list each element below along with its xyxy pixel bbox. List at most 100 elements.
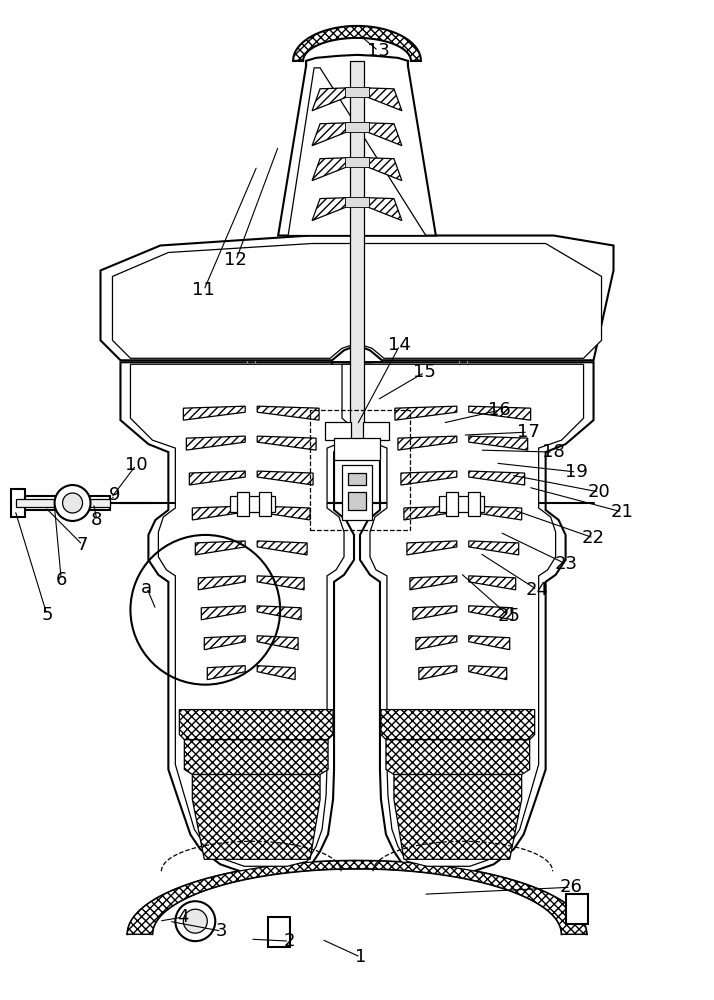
Polygon shape — [312, 88, 350, 111]
Bar — [345, 197, 369, 207]
Bar — [334, 438, 380, 460]
Text: 24: 24 — [526, 581, 549, 599]
Circle shape — [176, 901, 216, 941]
Bar — [345, 87, 369, 97]
Text: 26: 26 — [559, 878, 582, 896]
Polygon shape — [189, 471, 245, 485]
Text: 25: 25 — [497, 607, 521, 625]
Polygon shape — [312, 198, 350, 221]
Bar — [345, 157, 369, 167]
Bar — [230, 496, 275, 512]
Polygon shape — [257, 636, 298, 650]
Polygon shape — [192, 506, 245, 520]
Polygon shape — [469, 636, 510, 650]
Circle shape — [63, 493, 83, 513]
Text: 3: 3 — [216, 922, 227, 940]
Polygon shape — [469, 471, 525, 485]
Bar — [11, 489, 25, 517]
Polygon shape — [469, 541, 518, 555]
Bar — [259, 492, 271, 516]
Polygon shape — [332, 362, 593, 871]
Polygon shape — [342, 364, 583, 866]
Polygon shape — [407, 541, 457, 555]
Polygon shape — [312, 158, 350, 181]
Polygon shape — [398, 436, 457, 450]
Bar — [565, 894, 588, 924]
Bar — [439, 496, 484, 512]
Bar — [16, 496, 111, 510]
Polygon shape — [288, 68, 426, 236]
Polygon shape — [394, 774, 522, 859]
Text: 9: 9 — [109, 486, 121, 504]
Polygon shape — [257, 406, 319, 420]
Polygon shape — [312, 123, 350, 146]
Bar — [468, 492, 480, 516]
Polygon shape — [364, 158, 402, 181]
Bar — [237, 492, 249, 516]
Polygon shape — [184, 740, 328, 774]
Polygon shape — [469, 436, 528, 450]
Polygon shape — [257, 436, 316, 450]
Polygon shape — [186, 436, 245, 450]
Text: 20: 20 — [588, 483, 610, 501]
Polygon shape — [416, 636, 457, 650]
Polygon shape — [364, 123, 402, 146]
Polygon shape — [278, 55, 436, 236]
Text: 4: 4 — [176, 908, 188, 926]
Text: 7: 7 — [77, 536, 89, 554]
Bar — [342, 465, 372, 520]
Text: 1: 1 — [355, 948, 366, 966]
Text: 13: 13 — [367, 42, 390, 60]
Bar — [325, 422, 351, 440]
Polygon shape — [293, 26, 421, 61]
Polygon shape — [469, 576, 516, 590]
Bar — [348, 492, 366, 510]
Bar — [345, 122, 369, 132]
Bar — [348, 473, 366, 485]
Text: 23: 23 — [554, 555, 578, 573]
Text: 18: 18 — [542, 443, 564, 461]
Circle shape — [54, 485, 91, 521]
Polygon shape — [413, 606, 457, 620]
Text: 15: 15 — [413, 363, 436, 381]
Polygon shape — [192, 774, 320, 859]
Polygon shape — [404, 506, 457, 520]
Text: 8: 8 — [91, 511, 103, 529]
Polygon shape — [201, 606, 245, 620]
Bar — [16, 499, 111, 507]
Polygon shape — [381, 710, 535, 740]
Bar — [363, 422, 389, 440]
Polygon shape — [204, 636, 245, 650]
Bar — [350, 61, 364, 440]
Polygon shape — [101, 236, 613, 360]
Text: 2: 2 — [283, 932, 295, 950]
Polygon shape — [364, 88, 402, 111]
Polygon shape — [410, 576, 457, 590]
Circle shape — [183, 909, 207, 933]
Bar — [268, 917, 290, 947]
Text: 11: 11 — [192, 281, 215, 299]
Polygon shape — [401, 471, 457, 485]
Text: 16: 16 — [488, 401, 511, 419]
Polygon shape — [395, 406, 457, 420]
Text: 10: 10 — [125, 456, 147, 474]
Polygon shape — [469, 666, 507, 680]
Polygon shape — [257, 541, 307, 555]
Polygon shape — [127, 861, 587, 934]
Polygon shape — [469, 606, 513, 620]
Polygon shape — [198, 576, 245, 590]
Polygon shape — [113, 243, 601, 358]
Polygon shape — [257, 471, 313, 485]
Text: a: a — [141, 579, 152, 597]
Polygon shape — [196, 541, 245, 555]
Text: 22: 22 — [582, 529, 605, 547]
Text: 21: 21 — [610, 503, 633, 521]
Text: 14: 14 — [388, 336, 411, 354]
Polygon shape — [469, 506, 522, 520]
Text: 12: 12 — [224, 251, 247, 269]
Polygon shape — [257, 576, 304, 590]
Polygon shape — [131, 364, 372, 866]
Bar — [446, 492, 458, 516]
Text: 19: 19 — [565, 463, 588, 481]
Polygon shape — [179, 710, 333, 740]
